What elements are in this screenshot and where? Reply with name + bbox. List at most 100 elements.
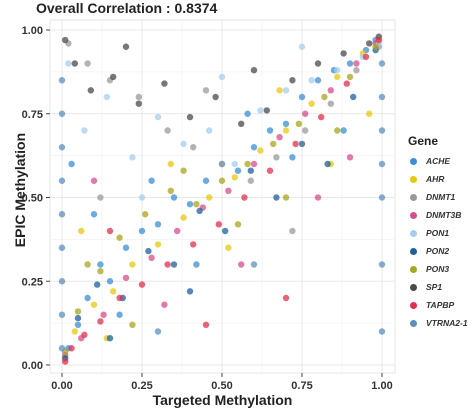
point-pon1 [282,87,290,94]
legend: Gene ACHE AHR DNMT1 DNMT3B PON1 PON2 PON3 SP1 TA… [408,134,472,332]
point-dnmt3b [174,227,181,235]
point-tapbp [138,281,146,288]
legend-swatch [410,211,417,219]
point-ache [97,261,104,268]
legend-label: TAPBP [426,300,455,310]
point-ache [68,160,75,168]
point-ache [154,221,162,228]
point-ache [74,321,82,328]
point-ache [289,154,296,161]
point-dnmt3b [314,194,322,201]
x-tick-label: 0.25 [131,380,152,392]
point-tapbp [318,113,325,121]
point-vtrna2-1 [378,328,386,335]
legend-label: PON2 [426,246,450,256]
legend-item-pon1: PON1 [408,224,472,242]
point-sp1 [366,40,373,47]
x-axis-label: Targeted Methylation [152,392,293,408]
point-pon1 [180,140,187,148]
y-tick-label: 0.00 [22,360,43,372]
point-sp1 [71,60,79,67]
point-ahr [90,301,98,308]
point-pon1 [308,77,315,84]
point-pon1 [206,127,213,134]
x-tick-label: 0.75 [291,380,312,392]
point-ache [346,60,354,67]
point-dnmt3b [327,87,334,94]
point-pon3 [84,261,91,268]
point-dnmt1 [202,87,210,94]
point-pon1 [257,107,264,114]
point-tapbp [266,167,274,174]
point-vtrna2-1 [154,328,162,335]
legend-label: DNMT1 [426,192,456,202]
point-ache [148,177,155,184]
point-dnmt1 [353,67,360,74]
legend-item-pon3: PON3 [408,260,472,278]
point-vtrna2-1 [58,278,66,285]
point-ahr [167,160,174,168]
point-pon3 [282,194,290,201]
point-pon2 [324,160,331,168]
legend-item-sp1: SP1 [408,278,472,296]
legend-swatch [410,283,417,291]
point-dnmt1 [218,160,226,168]
point-vtrna2-1 [378,60,386,67]
legend-swatch [410,229,417,237]
point-tapbp [97,318,104,325]
point-ahr [71,328,79,335]
point-tapbp [282,294,290,302]
point-pon1 [138,194,146,201]
legend-item-dnmt1: DNMT1 [408,188,472,206]
point-dnmt3b [122,274,130,282]
point-pon2 [196,207,203,215]
y-tick-label: 1.00 [22,25,43,37]
point-dnmt1 [327,100,334,107]
point-pon1 [334,67,341,74]
point-ache [138,227,146,235]
point-pon3 [116,234,123,241]
point-ache [282,120,290,128]
point-ahr [78,227,85,235]
point-tapbp [343,80,350,87]
point-sp1 [61,36,69,44]
legend-item-tapbp: TAPBP [408,296,472,314]
x-tick-label: 0.50 [211,380,232,392]
legend-swatch [410,319,417,327]
point-dnmt1 [135,93,142,101]
point-ache [340,127,347,134]
point-dnmt3b [225,187,232,194]
point-ache [193,261,200,268]
legend-label: SP1 [426,282,443,292]
legend-item-vtrna2-1: VTRNA2-1 [408,314,472,332]
point-ahr [257,147,264,154]
point-pon2 [273,194,280,201]
point-ache [186,201,194,208]
point-dnmt3b [238,261,245,268]
point-ahr [154,241,162,248]
point-pon2 [350,93,357,101]
point-ache [250,144,258,151]
point-ache [298,93,306,101]
point-pon1 [298,43,306,50]
point-vtrna2-1 [58,177,66,184]
point-tapbp [292,140,299,148]
point-pon3 [218,177,226,184]
point-dnmt3b [148,254,155,261]
point-vtrna2-1 [378,261,386,268]
legend-swatch [410,247,417,255]
point-pon2 [298,140,306,148]
point-ahr [225,244,232,251]
point-sp1 [161,80,168,87]
point-pon3 [295,120,302,128]
point-sp1 [250,67,258,74]
point-tapbp [362,53,370,60]
point-dnmt1 [302,127,309,134]
point-dnmt3b [346,154,354,161]
legend-label: VTRNA2-1 [426,318,468,328]
point-ahr [366,110,373,117]
point-pon3 [234,221,242,228]
point-ahr [231,174,238,181]
